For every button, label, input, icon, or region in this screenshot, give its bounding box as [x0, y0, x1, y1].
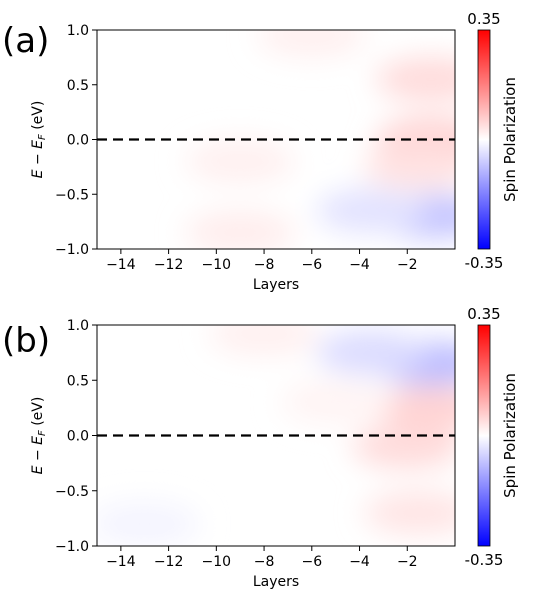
colorbar-min-label: -0.35 [465, 551, 504, 569]
x-tick-label: −12 [154, 554, 184, 570]
heatmap-feature [364, 490, 455, 535]
x-tick-label: −14 [106, 554, 136, 570]
panel-label: (b) [2, 321, 50, 361]
colorbar [477, 324, 491, 547]
heatmap-feature [316, 188, 427, 233]
x-tick-label: −4 [349, 554, 370, 570]
x-axis-label: Layers [253, 277, 299, 293]
heatmap-feature [256, 30, 367, 58]
y-tick-label: 0.5 [67, 78, 89, 94]
x-tick-label: −2 [397, 554, 418, 570]
heatmap-feature [352, 424, 455, 469]
colorbar [477, 29, 491, 250]
heatmap-field [97, 325, 455, 546]
heatmap-feature [185, 210, 296, 249]
y-tick-label: −1.0 [55, 539, 89, 555]
heatmap-panel-b: −14 −12 −10 −8 −6 −4 −2 −1.0 −0.5 0.0 0.5 1.0 Layers… [2, 305, 519, 590]
y-tick-label: 0.0 [67, 429, 89, 445]
x-tick-label: −14 [106, 257, 136, 273]
x-tick-label: −10 [202, 257, 232, 273]
x-tick-label: −4 [349, 257, 370, 273]
heatmap-feature [364, 144, 455, 189]
heatmap-feature [316, 330, 427, 375]
y-tick-label: 1.0 [67, 318, 89, 334]
y-tick-label: 1.0 [67, 23, 89, 39]
heatmap-panel-a: −14 −12 −10 −8 −6 −4 −2 −1.0 −0.5 0.0 0.5 1.0 Layers… [2, 10, 519, 293]
heatmap-feature [185, 139, 296, 184]
heatmap-feature [376, 385, 455, 430]
heatmap-feature [376, 57, 455, 102]
panel-label: (a) [2, 21, 49, 61]
x-tick-label: −6 [301, 257, 322, 273]
x-tick-label: −8 [254, 257, 275, 273]
y-tick-label: 0.0 [67, 133, 89, 149]
y-tick-label: −1.0 [55, 242, 89, 258]
heatmap-field [185, 30, 455, 249]
colorbar-title: Spin Polarization [501, 77, 519, 202]
heatmap-feature [280, 380, 391, 425]
colorbar-title: Spin Polarization [501, 373, 519, 498]
colorbar-max-label: 0.35 [467, 10, 500, 28]
x-tick-label: −2 [397, 257, 418, 273]
heatmap-feature [97, 501, 200, 546]
y-axis-label: E − EF (eV) [30, 101, 48, 179]
x-tick-label: −10 [202, 554, 232, 570]
x-axis-label: Layers [253, 574, 299, 590]
heatmap-feature [209, 325, 320, 356]
y-axis-label: E − EF (eV) [30, 397, 48, 475]
y-tick-label: −0.5 [55, 187, 89, 203]
x-tick-label: −8 [254, 554, 275, 570]
y-tick-label: −0.5 [55, 484, 89, 500]
colorbar-min-label: -0.35 [465, 254, 504, 272]
x-tick-label: −12 [154, 257, 184, 273]
colorbar-max-label: 0.35 [467, 305, 500, 323]
y-tick-label: 0.5 [67, 373, 89, 389]
x-tick-label: −6 [301, 554, 322, 570]
